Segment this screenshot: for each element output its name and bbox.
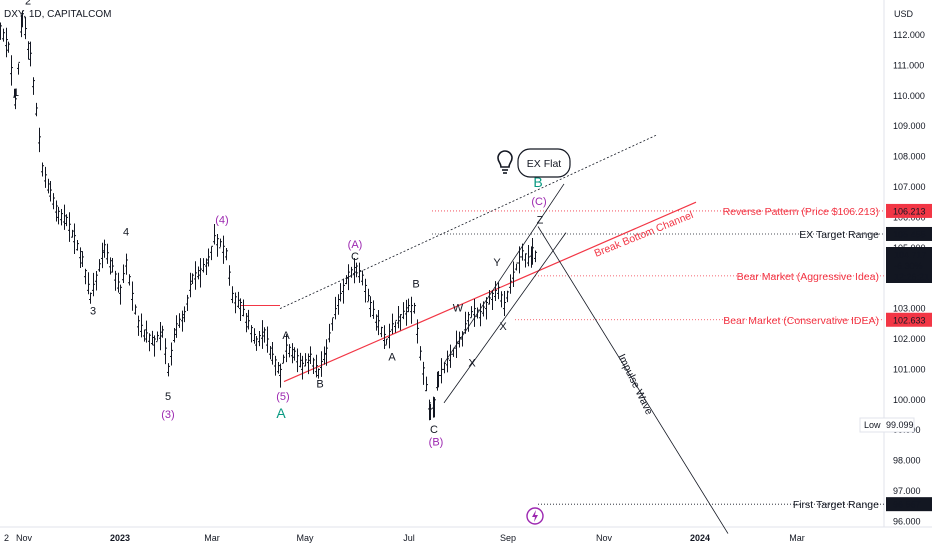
level-label: Bear Market (Aggressive Idea)	[737, 271, 879, 283]
level-label: Bear Market (Conservative IDEA)	[723, 315, 879, 327]
level-badge	[886, 312, 932, 327]
wave-label: 1	[13, 87, 19, 99]
currency-label[interactable]: USD	[894, 9, 914, 19]
x-tick-label: Mar	[204, 533, 220, 543]
level-label: Reverse Pattern (Price $106.213)	[723, 206, 879, 218]
y-tick-label: 102.000	[893, 334, 926, 344]
wave-label: (A)	[348, 239, 363, 251]
wave-label: X	[499, 321, 507, 333]
x-tick-label: Nov	[16, 533, 33, 543]
upper-trendline	[279, 134, 657, 309]
current-price-badge	[886, 247, 932, 283]
level-label: First Target Range	[793, 499, 879, 511]
level-badge	[886, 226, 932, 241]
impulse-wave-label: Impulse Wave	[615, 352, 655, 417]
x-axis-ticks: 2 Nov 2023 Mar May Jul Sep Nov 2024 Mar	[4, 533, 805, 543]
wave-label: X	[468, 357, 476, 369]
level-badge	[886, 203, 932, 218]
low-marker-box	[859, 417, 915, 433]
x-tick-label: 2	[4, 533, 9, 543]
channel-upper	[443, 183, 565, 364]
level-badge-value: 96.567	[893, 500, 921, 510]
wave-label: B	[533, 174, 542, 190]
wave-label: (B)	[429, 436, 444, 448]
y-tick-label: 111.000	[893, 60, 924, 70]
x-tick-label: Nov	[596, 533, 613, 543]
trend-lines	[240, 134, 729, 534]
x-tick-label: 2024	[690, 533, 710, 543]
level-badge-value: 102.633	[893, 315, 926, 325]
channel-lower	[443, 232, 567, 404]
level-badge	[886, 497, 932, 512]
wave-label: (C)	[531, 196, 546, 208]
level-badge-value: 106.213	[893, 206, 926, 216]
x-tick-label: Sep	[500, 533, 516, 543]
chart-title: DXY, 1D, CAPITALCOM	[4, 9, 111, 20]
level-lines: Reverse Pattern (Price $106.213) 106.213 E…	[432, 203, 932, 512]
current-price-value: 104.717	[894, 250, 927, 260]
wave-label: 2	[25, 0, 31, 8]
current-price-countdown: 12:26:21	[894, 272, 929, 282]
level-label: EX Target Range	[799, 229, 879, 241]
ex-flat-box	[517, 148, 571, 178]
wave-label: (4)	[215, 214, 228, 226]
wave-label: A	[388, 351, 396, 363]
current-price-change: -6.30%	[894, 261, 923, 271]
price-series	[0, 10, 537, 421]
wave-label: 5	[165, 391, 171, 403]
low-marker-value: 99.099	[886, 420, 914, 430]
low-marker-label: Low	[864, 420, 881, 430]
y-tick-label: 100.000	[893, 395, 926, 405]
wave-label: C	[430, 424, 438, 436]
wave-label: 3	[90, 306, 96, 318]
wave-label: B	[316, 379, 323, 391]
wave-label: Y	[493, 257, 501, 269]
level-badge-value: 105.455	[893, 229, 926, 239]
wave-label: A	[276, 405, 286, 421]
y-tick-label: 109.000	[893, 121, 926, 131]
x-tick-label: 2023	[110, 533, 130, 543]
impulse-wave-line	[537, 226, 729, 534]
y-tick-label: 98.000	[893, 456, 921, 466]
wave-label: C	[351, 251, 359, 263]
lightning-icon	[532, 510, 538, 522]
x-tick-label: Mar	[789, 533, 805, 543]
y-tick-label: 110.000	[893, 91, 925, 101]
y-tick-label: 96.000	[893, 516, 921, 526]
wave-label: W	[453, 303, 464, 315]
ex-flat-label: EX Flat	[527, 158, 562, 170]
x-tick-label: Jul	[403, 533, 415, 543]
y-tick-label: 103.000	[893, 304, 926, 314]
y-tick-label: 108.000	[893, 152, 926, 162]
wave-label: (3)	[161, 409, 174, 421]
wave-label: Z	[537, 214, 544, 226]
wave-label: 4	[123, 227, 129, 239]
x-tick-label: May	[296, 533, 314, 543]
y-tick-label: 112.000	[893, 30, 925, 40]
wave-label: (5)	[276, 391, 289, 403]
wave-label: B	[412, 278, 419, 290]
wave-label: A	[282, 330, 290, 342]
break-channel-label: Break Bottom Channel	[593, 209, 695, 260]
y-tick-label: 97.000	[893, 486, 921, 496]
bulb-icon	[497, 150, 513, 174]
y-tick-label: 107.000	[893, 182, 926, 192]
y-tick-label: 101.000	[893, 364, 926, 374]
